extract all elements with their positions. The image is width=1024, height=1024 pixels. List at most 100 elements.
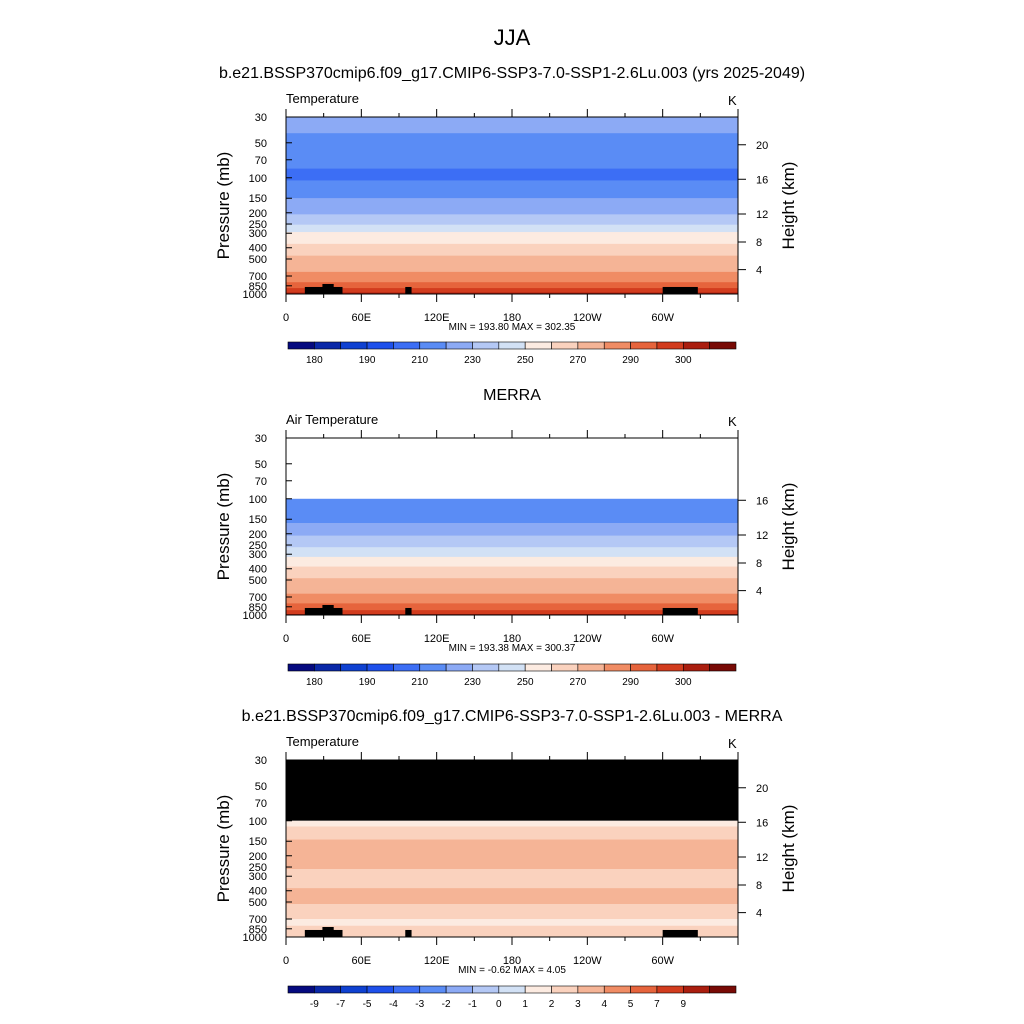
contour-band	[286, 276, 738, 279]
contour-band	[286, 282, 738, 285]
height-tick-label: 4	[756, 586, 762, 598]
topography-mask	[662, 286, 698, 294]
contour-band	[286, 570, 738, 573]
colorbar-swatch	[393, 341, 421, 350]
contour-band	[286, 512, 738, 514]
contour-band	[286, 199, 738, 202]
height-tick-label: 16	[756, 495, 768, 507]
contour-band	[286, 606, 738, 608]
colorbar-label: 230	[464, 677, 481, 688]
contour-band	[286, 205, 738, 208]
contour-band	[286, 260, 738, 263]
contour-band	[286, 564, 738, 567]
y-tick-label: 300	[249, 228, 267, 240]
contour-band	[286, 289, 738, 292]
colorbar-swatch	[524, 341, 552, 350]
contour-band	[286, 503, 738, 506]
contour-band	[286, 548, 738, 550]
x-tick-label: 60E	[352, 955, 372, 967]
x-tick-label: 120W	[573, 955, 602, 967]
y-tick-label: 700	[249, 271, 267, 283]
contour-band	[286, 176, 738, 179]
colorbar-swatch	[287, 985, 315, 994]
contour-band	[286, 522, 738, 524]
contour-band	[286, 187, 738, 190]
contour-band	[286, 556, 738, 559]
colorbar-label: 210	[411, 355, 428, 366]
contour-band	[286, 507, 738, 510]
y-tick-label: 500	[249, 254, 267, 266]
contour-band	[286, 177, 738, 180]
contour-band	[286, 509, 738, 511]
y-tick-label: 30	[255, 755, 267, 767]
x-tick-label: 180	[503, 955, 521, 967]
y-tick-label: 850	[249, 602, 267, 614]
contour-band	[286, 173, 738, 176]
contour-band	[286, 527, 738, 530]
contour-band	[286, 193, 738, 196]
contour-band	[286, 268, 738, 271]
contour-band	[286, 918, 738, 927]
y-tick-label: 150	[249, 514, 267, 526]
panel-3: b.e21.BSSP370cmip6.f09_g17.CMIP6-SSP3-7.…	[214, 708, 798, 1010]
contour-band	[286, 130, 738, 133]
contour-band	[286, 549, 738, 551]
x-tick-label: 120W	[573, 312, 602, 324]
contour-band	[286, 593, 738, 596]
contour-band	[286, 212, 738, 215]
contour-band	[286, 566, 738, 569]
colorbar-swatch	[709, 985, 737, 994]
colorbar-label: 180	[306, 355, 323, 366]
y-tick-label: 50	[255, 459, 267, 471]
contour-band	[286, 240, 738, 243]
contour-band	[286, 153, 738, 156]
height-tick-label: 16	[756, 817, 768, 829]
units-label: K	[728, 93, 737, 108]
colorbar-swatch	[524, 663, 552, 672]
y-tick-label: 200	[249, 208, 267, 220]
contour-band	[286, 568, 738, 571]
height-tick-label: 8	[756, 880, 762, 892]
contour-band	[286, 839, 738, 870]
contour-band	[286, 184, 738, 187]
height-tick-label: 16	[756, 174, 768, 186]
contour-band	[286, 252, 738, 255]
contour-band	[286, 517, 738, 519]
topography-mask	[405, 607, 412, 615]
y-tick-label: 850	[249, 924, 267, 936]
colorbar-label: -9	[310, 999, 319, 1010]
colorbar-label: 190	[359, 355, 376, 366]
contour-band	[286, 264, 738, 267]
contour-band	[286, 602, 738, 604]
contour-band	[286, 869, 738, 889]
contour-band	[286, 903, 738, 920]
min-max-stats: MIN = 193.80 MAX = 302.35	[449, 322, 576, 333]
colorbar-swatch	[287, 663, 315, 672]
contour-band	[286, 528, 738, 531]
y-tick-label: 1000	[243, 610, 267, 622]
contour-band	[286, 133, 738, 136]
contour-band	[286, 590, 738, 593]
colorbar-swatch	[472, 341, 500, 350]
topography-mask	[405, 929, 412, 937]
x-tick-label: 60E	[352, 633, 372, 645]
contour-band	[286, 171, 738, 174]
colorbar-swatch	[419, 341, 447, 350]
contour-band	[286, 558, 738, 561]
contour-band	[286, 826, 738, 841]
contour-band	[286, 547, 738, 549]
contour-band	[286, 137, 738, 140]
contour-band	[286, 221, 738, 224]
contour-band	[286, 582, 738, 584]
contour-band	[286, 119, 738, 123]
y-tick-label: 70	[255, 798, 267, 810]
y-tick-label: 400	[249, 564, 267, 576]
colorbar-label: -3	[415, 999, 424, 1010]
min-max-stats: MIN = 193.38 MAX = 300.37	[449, 643, 576, 654]
contour-band	[286, 519, 738, 521]
contour-band	[286, 280, 738, 283]
contour-band	[286, 208, 738, 211]
contour-band	[286, 506, 738, 509]
figure-title: JJA	[494, 25, 531, 50]
contour-band	[286, 189, 738, 192]
